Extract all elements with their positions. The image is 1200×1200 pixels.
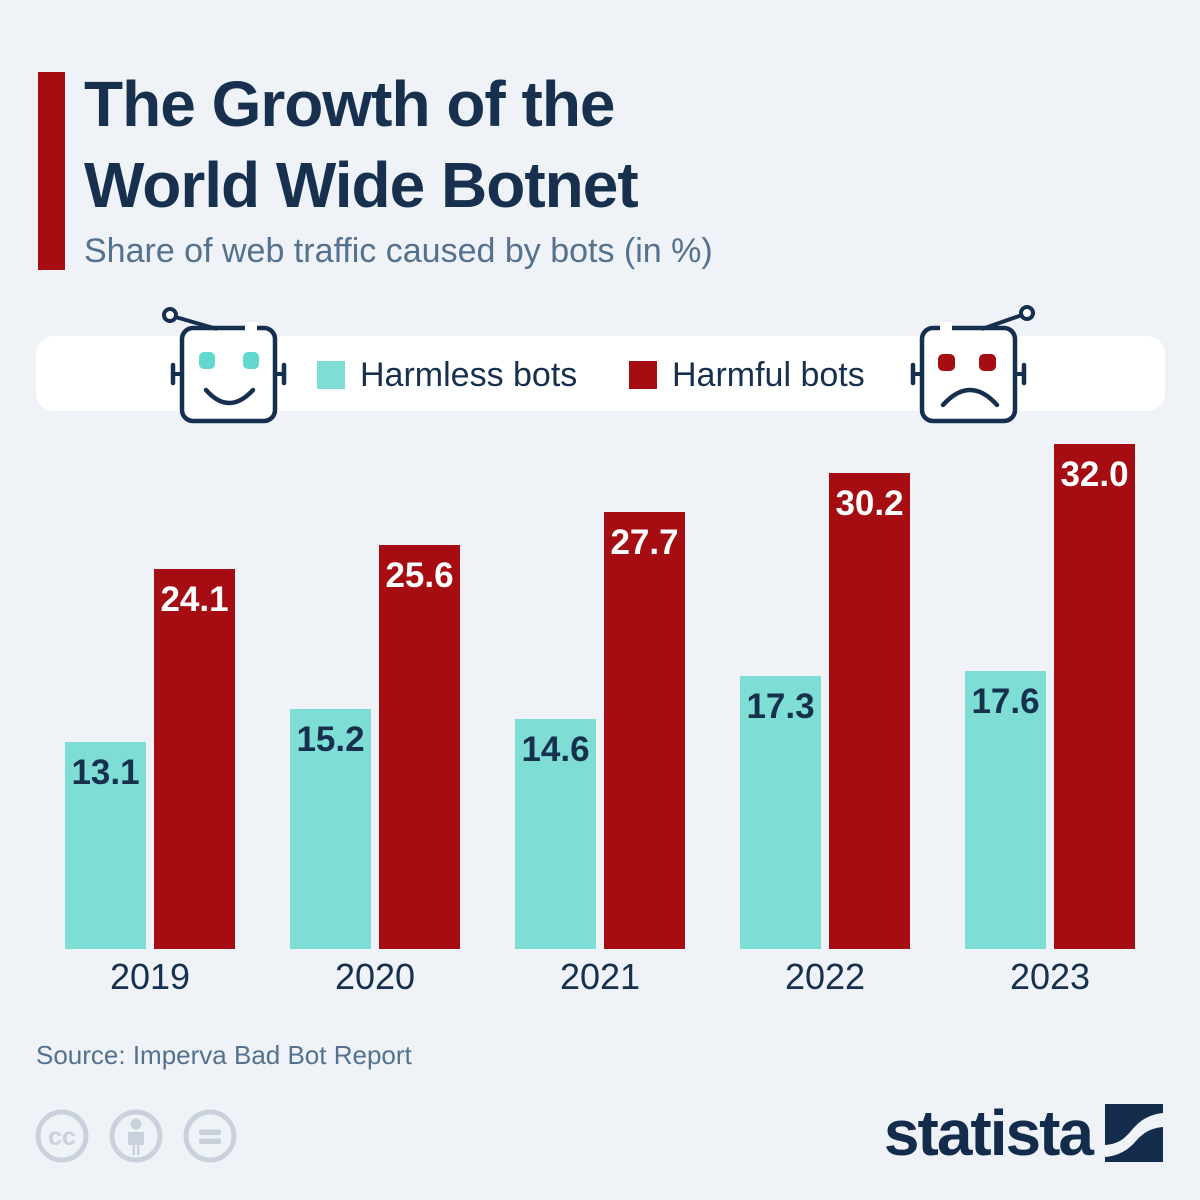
svg-text:cc: cc xyxy=(48,1123,76,1151)
year-label: 2021 xyxy=(559,956,641,997)
bar-value-label: 17.3 xyxy=(746,687,815,726)
bar-value-label: 24.1 xyxy=(160,580,229,619)
year-label: 2020 xyxy=(334,956,416,997)
sad-robot-icon xyxy=(910,305,1035,424)
title-line-2: World Wide Botnet xyxy=(84,149,639,221)
bar-value-label: 25.6 xyxy=(385,556,454,595)
nd-icon xyxy=(183,1109,237,1163)
harmful-bar: 24.1 xyxy=(154,569,235,949)
page-subtitle: Share of web traffic caused by bots (in … xyxy=(84,232,713,270)
bar-value-label: 15.2 xyxy=(296,720,365,759)
source-note: Source: Imperva Bad Bot Report xyxy=(36,1040,412,1070)
harmless-bar: 17.6 xyxy=(965,671,1046,949)
title-accent-bar xyxy=(38,72,65,270)
bar-value-label: 13.1 xyxy=(71,753,140,792)
year-label: 2023 xyxy=(1009,956,1091,997)
harmless-legend-label: Harmless bots xyxy=(360,356,578,394)
year-label: 2019 xyxy=(109,956,191,997)
harmless-bar: 14.6 xyxy=(515,719,596,949)
harmful-legend-swatch xyxy=(629,361,657,389)
license-icons: cc xyxy=(34,1108,238,1164)
title-line-1: The Growth of the xyxy=(84,68,615,140)
bar-value-label: 30.2 xyxy=(835,484,904,523)
bar-value-label: 27.7 xyxy=(610,523,679,562)
harmful-bar: 32.0 xyxy=(1054,444,1135,949)
bar-value-label: 14.6 xyxy=(521,730,590,769)
year-label: 2022 xyxy=(784,956,866,997)
harmful-legend-label: Harmful bots xyxy=(672,356,865,394)
harmful-bar: 25.6 xyxy=(379,545,460,949)
harmless-bar: 13.1 xyxy=(65,742,146,949)
cc-icon: cc xyxy=(35,1109,89,1163)
harmless-legend-swatch xyxy=(317,361,345,389)
page-title: The Growth of the World Wide Botnet xyxy=(84,64,639,226)
bar-value-label: 32.0 xyxy=(1060,455,1129,494)
harmful-bar: 27.7 xyxy=(604,512,685,949)
attribution-icon xyxy=(109,1109,163,1163)
bar-value-label: 17.6 xyxy=(971,682,1040,721)
harmless-bar: 15.2 xyxy=(290,709,371,949)
harmful-bar: 30.2 xyxy=(829,473,910,949)
harmless-bar: 17.3 xyxy=(740,676,821,949)
happy-robot-icon xyxy=(162,307,287,424)
